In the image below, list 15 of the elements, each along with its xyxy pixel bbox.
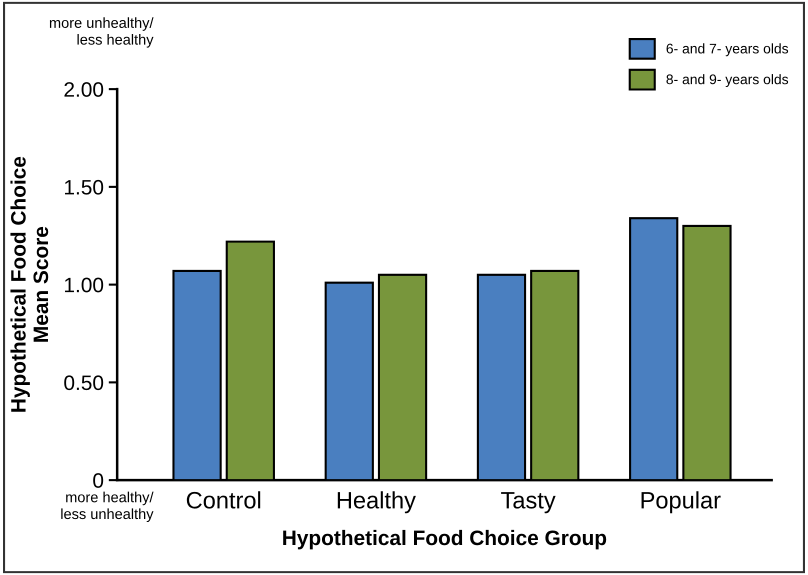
x-axis-title: Hypothetical Food Choice Group	[283, 530, 606, 550]
y-tick-label: 2.00	[64, 82, 104, 97]
y-tick-label: 1.50	[65, 180, 104, 195]
text: more unhealthy/ less healthy	[50, 17, 154, 48]
legend-label: 8- and 9- years olds	[666, 74, 788, 88]
x-tick-label: Popular	[642, 491, 721, 514]
x-tick-label: Healthy	[338, 491, 416, 514]
legend-label: 6- and 7- years olds	[666, 43, 788, 56]
y-axis-title: Hypothetical Food Choice Mean Score	[10, 156, 48, 412]
x-tick-label: Tasty	[501, 492, 556, 514]
y-tick-label: 0	[93, 473, 104, 488]
x-tick-label: Control	[186, 491, 260, 509]
text: more healthy/ less unhealthy	[61, 492, 154, 522]
y-tick-label: 1.00	[65, 278, 104, 292]
y-tick-label: 0.50	[64, 375, 104, 390]
